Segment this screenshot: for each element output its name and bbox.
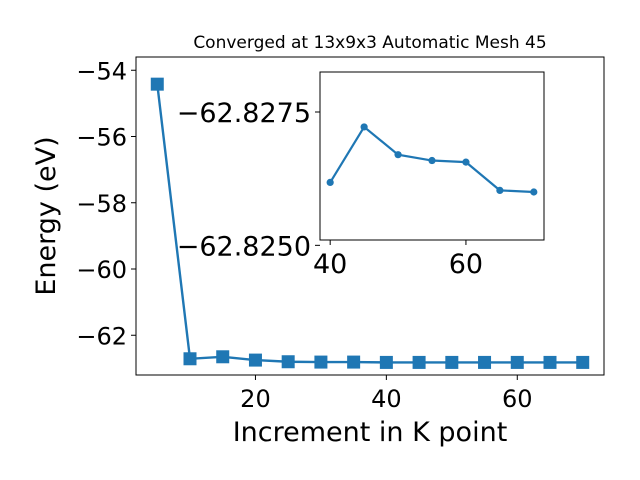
main-data-point [281, 355, 295, 369]
main-data-point [248, 353, 262, 367]
main-data-point [347, 355, 361, 369]
main-y-tick-label: −62 [76, 322, 127, 350]
main-y-tick-label: −60 [76, 256, 127, 284]
main-x-tick-label: 20 [240, 385, 271, 413]
inset-background [320, 72, 544, 240]
main-y-tick-label: −54 [76, 57, 127, 85]
inset-y-tick-label: −62.8250 [177, 231, 311, 262]
inset-data-point [462, 158, 470, 166]
main-x-tick-label: 60 [502, 385, 533, 413]
main-data-point [543, 355, 557, 369]
main-y-ticks: −54 −56 −58 −60 −62 [76, 57, 136, 350]
inset-data-point [530, 188, 538, 196]
main-x-tick-label: 40 [371, 385, 402, 413]
main-x-ticks: 20 40 60 [240, 375, 533, 413]
main-series-group [150, 77, 590, 369]
inset-series-group [326, 123, 538, 196]
main-data-point [576, 355, 590, 369]
main-data-point [379, 355, 393, 369]
main-data-point [478, 355, 492, 369]
inset-data-point [394, 151, 402, 159]
main-data-point [445, 355, 459, 369]
inset-plot-frame [319, 71, 545, 241]
main-y-tick-label: −58 [76, 190, 127, 218]
main-data-point [510, 355, 524, 369]
inset-y-tick-label: −62.8275 [177, 98, 311, 129]
main-data-point [216, 350, 230, 364]
main-plot-frame [135, 56, 605, 376]
inset-y-ticks: −62.8275 −62.8250 [177, 98, 320, 262]
x-axis-label: Increment in K point [233, 417, 508, 448]
main-data-point [314, 355, 328, 369]
y-axis-label: Energy (eV) [31, 136, 62, 295]
chart-title: Converged at 13x9x3 Automatic Mesh 45 [193, 33, 546, 53]
main-data-point [150, 77, 164, 91]
main-y-tick-label: −56 [76, 124, 127, 152]
main-axes: 20 40 60 −54 −56 −58 −60 −62 Converged at 13x9… [31, 33, 605, 448]
inset-x-ticks: 40 60 [313, 240, 483, 280]
inset-data-point [428, 156, 436, 165]
inset-x-tick-label: 40 [313, 249, 347, 280]
inset-data-point [360, 123, 368, 131]
inset-data-point [496, 186, 504, 194]
main-data-point [183, 352, 197, 366]
inset-x-tick-label: 60 [449, 249, 483, 280]
inset-axes: 40 60 −62.8275 −62.8250 [177, 71, 545, 280]
inset-data-point [326, 178, 334, 186]
main-data-point [412, 355, 426, 369]
